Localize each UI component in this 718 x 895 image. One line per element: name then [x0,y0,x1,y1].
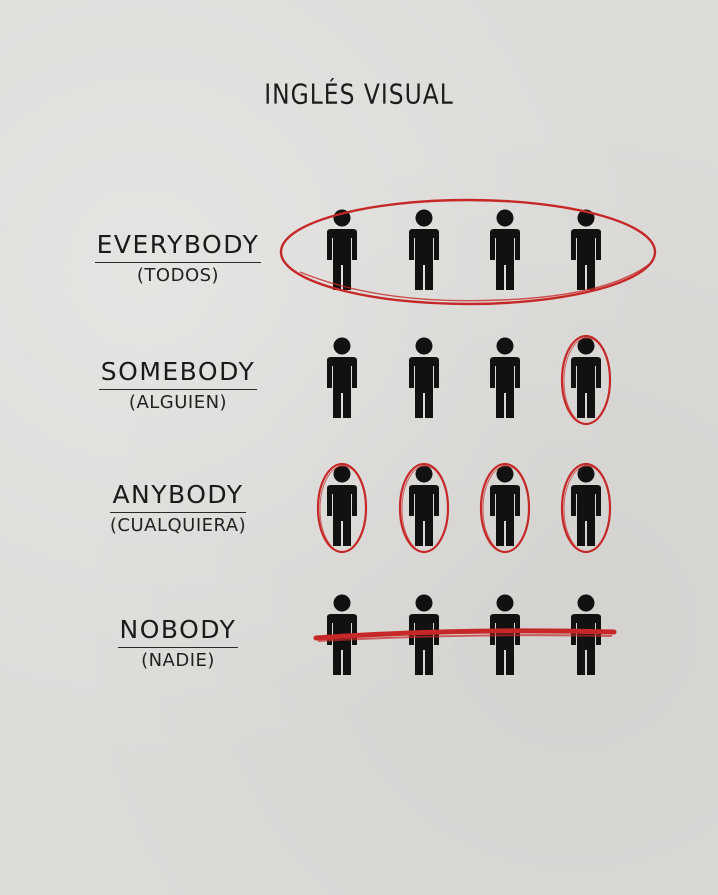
row-label-somebody: SOMEBODY (ALGUIEN) [58,357,298,413]
circle-mark-anybody-2 [398,462,450,554]
translation-anybody: (CUALQUIERA) [109,515,247,536]
row-label-nobody: NOBODY (NADIE) [58,615,298,671]
translation-nobody: (NADIE) [141,650,215,671]
page-title: INGLÉS VISUAL [264,79,454,111]
circle-mark-anybody-3 [479,462,531,554]
person-icon-anybody-3 [490,465,520,546]
circle-mark-anybody-4 [560,462,612,554]
word-nobody: NOBODY [117,615,239,648]
person-icon-somebody-4 [571,337,601,418]
strike-line-nobody [313,628,617,642]
circle-mark-anybody-1 [316,462,368,554]
person-icon-somebody-3 [490,337,520,418]
person-icon-somebody-1 [327,337,357,418]
group-circle-everybody [279,198,657,306]
person-icon-everybody-3 [490,209,520,290]
person-icon-everybody-2 [409,209,439,290]
word-anybody: ANYBODY [110,480,246,513]
person-icon-everybody-1 [327,209,357,290]
person-icon-anybody-1 [327,465,357,546]
translation-everybody: (TODOS) [136,265,220,286]
person-icon-anybody-4 [571,465,601,546]
person-icon-anybody-2 [409,465,439,546]
row-label-everybody: EVERYBODY (TODOS) [58,230,298,286]
row-label-anybody: ANYBODY (CUALQUIERA) [58,480,298,536]
word-somebody: SOMEBODY [98,357,258,390]
translation-somebody: (ALGUIEN) [128,392,228,413]
circle-mark-somebody-4 [560,334,612,426]
person-icon-somebody-2 [409,337,439,418]
person-icon-everybody-4 [571,209,601,290]
word-everybody: EVERYBODY [94,230,262,263]
